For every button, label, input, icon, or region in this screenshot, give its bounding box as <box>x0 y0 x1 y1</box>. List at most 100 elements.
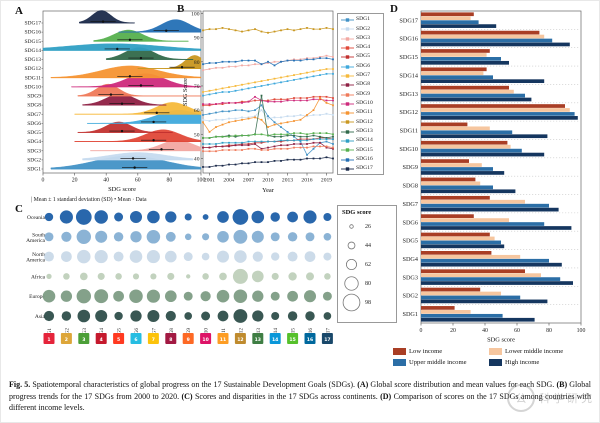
legend-item-sdg10: SDG10 <box>341 100 381 108</box>
svg-text:2013: 2013 <box>282 178 293 184</box>
svg-text:4: 4 <box>100 337 103 343</box>
svg-text:SDG score: SDG score <box>487 337 515 344</box>
svg-text:SDG5: SDG5 <box>27 130 41 136</box>
legend-item-sdg6: SDG6 <box>341 63 381 71</box>
panel-a-legend: | Mean ± 1 standard deviation (SD) • Mea… <box>31 197 147 203</box>
svg-text:100: 100 <box>191 11 200 17</box>
svg-text:SDG14: SDG14 <box>24 48 41 54</box>
svg-text:60: 60 <box>135 178 141 184</box>
svg-text:16: 16 <box>307 337 313 343</box>
svg-text:SDG7: SDG7 <box>27 112 41 118</box>
income-legend-item: Upper middle income <box>393 357 489 367</box>
panel-c-letter: C <box>15 203 23 215</box>
svg-text:20: 20 <box>72 178 78 184</box>
svg-text:40: 40 <box>482 328 488 334</box>
svg-text:Europe: Europe <box>29 294 45 300</box>
panel-b-letter: B <box>177 3 185 15</box>
legend-item-sdg15: SDG15 <box>341 146 381 154</box>
svg-text:2001: 2001 <box>204 178 215 184</box>
svg-text:SDG Score: SDG Score <box>182 78 189 106</box>
legend-item-sdg17: SDG17 <box>341 165 381 173</box>
svg-text:SDG14: SDG14 <box>399 72 418 79</box>
svg-text:3: 3 <box>82 337 85 343</box>
legend-item-sdg7: SDG7 <box>341 72 381 80</box>
svg-text:SDG3: SDG3 <box>27 148 41 154</box>
svg-text:SDG5: SDG5 <box>403 238 418 245</box>
svg-text:SDG9: SDG9 <box>403 164 418 171</box>
svg-text:SDG6: SDG6 <box>27 121 41 127</box>
svg-text:1: 1 <box>47 337 50 343</box>
svg-text:2019: 2019 <box>321 178 332 184</box>
income-legend-item: High income <box>489 357 597 367</box>
svg-text:0: 0 <box>42 178 45 184</box>
svg-text:SDG16: SDG16 <box>24 30 41 36</box>
svg-text:2007: 2007 <box>243 178 254 184</box>
svg-text:SDG12: SDG12 <box>24 66 41 72</box>
svg-text:60: 60 <box>194 108 200 114</box>
svg-text:SDG11: SDG11 <box>25 75 42 81</box>
svg-text:SDG4: SDG4 <box>27 139 41 145</box>
svg-text:100: 100 <box>197 178 206 184</box>
legend-item-sdg1: SDG1 <box>341 16 381 24</box>
svg-text:Oceania: Oceania <box>27 215 46 221</box>
svg-text:SDG17: SDG17 <box>399 17 418 24</box>
legend-item-sdg11: SDG11 <box>341 109 381 117</box>
svg-text:SDG8: SDG8 <box>27 103 41 109</box>
svg-text:SDG4: SDG4 <box>403 256 418 263</box>
svg-text:SDG2: SDG2 <box>27 157 41 163</box>
income-legend-item: Lower middle income <box>489 346 597 356</box>
svg-text:0: 0 <box>420 328 423 334</box>
size-legend-item: 80 <box>342 274 394 293</box>
svg-text:SDG1: SDG1 <box>403 311 418 318</box>
figure-caption: Fig. 5. Spatiotemporal characteristics o… <box>9 380 592 413</box>
svg-text:90: 90 <box>194 36 200 42</box>
svg-text:SDG7: SDG7 <box>403 201 418 208</box>
svg-text:2016: 2016 <box>301 178 312 184</box>
svg-text:40: 40 <box>103 178 109 184</box>
legend-item-sdg4: SDG4 <box>341 44 381 52</box>
panel-a-letter: A <box>15 5 23 17</box>
size-legend-item: 98 <box>342 293 394 312</box>
svg-text:2010: 2010 <box>262 178 273 184</box>
svg-text:SDG13: SDG13 <box>399 91 418 98</box>
svg-text:SDG2: SDG2 <box>403 293 418 300</box>
svg-text:SDG11: SDG11 <box>400 127 418 134</box>
legend-item-sdg12: SDG12 <box>341 118 381 126</box>
svg-text:SDG1: SDG1 <box>27 167 41 173</box>
size-legend-item: 62 <box>342 255 394 274</box>
svg-text:60: 60 <box>514 328 520 334</box>
size-legend-item: 26 <box>342 217 394 236</box>
svg-text:20: 20 <box>450 328 456 334</box>
svg-text:Year: Year <box>262 187 275 194</box>
legend-item-sdg16: SDG16 <box>341 156 381 164</box>
svg-text:SDG16: SDG16 <box>399 36 418 43</box>
legend-item-sdg3: SDG3 <box>341 35 381 43</box>
svg-text:50: 50 <box>194 132 200 138</box>
svg-text:SDG12: SDG12 <box>399 109 418 116</box>
svg-text:40: 40 <box>194 156 200 162</box>
svg-text:SDG15: SDG15 <box>399 54 418 61</box>
legend-item-sdg8: SDG8 <box>341 81 381 89</box>
svg-text:6: 6 <box>134 337 137 343</box>
svg-text:2004: 2004 <box>223 178 234 184</box>
svg-text:14: 14 <box>272 337 278 343</box>
svg-text:SDG6: SDG6 <box>403 219 418 226</box>
panel-b-legend: SDG1 SDG2 SDG3 SDG4 SDG5 SDG6 SDG7 SDG8 SDG9 SDG1… <box>337 13 384 175</box>
panel-d-bar-chart: SDG17SDG16SDG15SDG14SDG13SDG12SDG11SDG10… <box>399 10 586 344</box>
svg-text:11: 11 <box>220 337 226 343</box>
svg-text:Asia: Asia <box>35 314 46 320</box>
legend-item-sdg2: SDG2 <box>341 25 381 33</box>
svg-text:SDG13: SDG13 <box>24 57 41 63</box>
svg-text:100: 100 <box>577 328 586 334</box>
svg-text:SDG9: SDG9 <box>27 94 41 100</box>
svg-text:Africa: Africa <box>31 273 46 280</box>
svg-text:17: 17 <box>324 337 330 343</box>
legend-item-sdg14: SDG14 <box>341 137 381 145</box>
svg-text:SDG10: SDG10 <box>399 146 418 153</box>
panel-d-letter: D <box>390 3 398 15</box>
svg-text:80: 80 <box>546 328 552 334</box>
svg-text:80: 80 <box>194 60 200 66</box>
